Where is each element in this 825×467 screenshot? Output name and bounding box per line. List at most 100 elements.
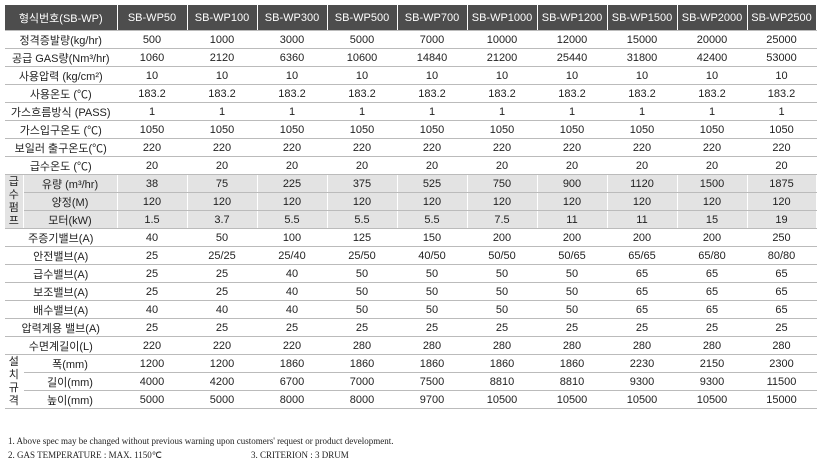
table-row: 양정(M) 120 120 120 120 120 120 120 120 120 120 [5, 192, 817, 211]
table-cell: 250 [747, 228, 817, 247]
table-cell: 220 [117, 336, 188, 355]
table-cell: 3.7 [187, 210, 258, 229]
table-cell: 120 [117, 192, 188, 211]
table-cell: 50 [467, 282, 538, 301]
row-label: 높이(mm) [23, 390, 118, 409]
table-cell: 1120 [607, 174, 678, 193]
table-cell: 25 [117, 264, 188, 283]
table-cell: 20 [327, 156, 398, 175]
table-cell: 20 [607, 156, 678, 175]
table-cell: 1050 [467, 120, 538, 139]
table-cell: 53000 [747, 48, 817, 67]
table-cell: 220 [747, 138, 817, 157]
table-cell: 10 [257, 66, 328, 85]
table-cell: 65/65 [607, 246, 678, 265]
row-label: 주증기밸브(A) [5, 228, 118, 247]
table-row: 높이(mm) 5000 5000 8000 8000 9700 10500 10500 1050… [5, 390, 817, 409]
table-cell: 7.5 [467, 210, 538, 229]
table-cell: 200 [537, 228, 608, 247]
table-cell: 1 [117, 102, 188, 121]
table-cell: 50/65 [537, 246, 608, 265]
table-cell: 50 [467, 264, 538, 283]
table-cell: 12000 [537, 30, 608, 49]
table-cell: 10500 [677, 390, 748, 409]
table-cell: 8000 [257, 390, 328, 409]
table-cell: 150 [397, 228, 468, 247]
row-label: 압력계용 밸브(A) [5, 318, 118, 337]
table-cell: 120 [537, 192, 608, 211]
table-cell: 183.2 [537, 84, 608, 103]
table-cell: 1875 [747, 174, 817, 193]
table-cell: 1 [537, 102, 608, 121]
table-cell: 25 [397, 318, 468, 337]
table-cell: 183.2 [747, 84, 817, 103]
table-cell: 25 [187, 264, 258, 283]
table-cell: 120 [747, 192, 817, 211]
table-cell: 50/50 [467, 246, 538, 265]
row-label: 수면계길이(L) [5, 336, 118, 355]
row-label: 공급 GAS량(Nm³/hr) [5, 48, 118, 67]
table-cell: 15000 [607, 30, 678, 49]
table-cell: 8810 [537, 372, 608, 391]
table-cell: 280 [327, 336, 398, 355]
table-cell: 183.2 [607, 84, 678, 103]
table-cell: 120 [187, 192, 258, 211]
table-cell: 25 [187, 282, 258, 301]
table-cell: 25 [467, 318, 538, 337]
table-cell: 10 [677, 66, 748, 85]
header-model: SB-WP300 [257, 5, 328, 31]
table-cell: 1050 [257, 120, 328, 139]
table-cell: 220 [187, 336, 258, 355]
table-cell: 20000 [677, 30, 748, 49]
table-cell: 6360 [257, 48, 328, 67]
table-cell: 25 [677, 318, 748, 337]
table-cell: 40 [117, 300, 188, 319]
table-cell: 20 [397, 156, 468, 175]
group-label: 설치 규격 [5, 354, 24, 409]
table-cell: 7500 [397, 372, 468, 391]
header-model: SB-WP1200 [537, 5, 608, 31]
table-cell: 1 [747, 102, 817, 121]
table-row: 가스입구온도 (℃) 1050 1050 1050 1050 1050 1050 1050 10… [5, 120, 817, 139]
table-cell: 220 [327, 138, 398, 157]
table-cell: 1200 [117, 354, 188, 373]
spec-table: 형식번호(SB-WP) SB-WP50 SB-WP100 SB-WP300 SB-WP5… [5, 5, 817, 409]
table-cell: 50 [537, 300, 608, 319]
table-cell: 1050 [607, 120, 678, 139]
table-cell: 120 [607, 192, 678, 211]
table-cell: 200 [607, 228, 678, 247]
row-label: 모터(kW) [23, 210, 118, 229]
table-row: 모터(kW) 1.5 3.7 5.5 5.5 5.5 7.5 11 11 15 19 [5, 210, 817, 229]
table-cell: 11 [537, 210, 608, 229]
table-cell: 80/80 [747, 246, 817, 265]
header-model: SB-WP2500 [747, 5, 817, 31]
table-cell: 8810 [467, 372, 538, 391]
table-cell: 5.5 [327, 210, 398, 229]
table-cell: 1050 [327, 120, 398, 139]
footnote-3: 3. CRITERION : 3 DRUM [251, 450, 349, 460]
row-label: 사용온도 (℃) [5, 84, 118, 103]
table-cell: 220 [257, 336, 328, 355]
table-cell: 2150 [677, 354, 748, 373]
table-cell: 183.2 [397, 84, 468, 103]
table-cell: 65 [747, 282, 817, 301]
row-label: 보일러 출구온도(℃) [5, 138, 118, 157]
table-cell: 8000 [327, 390, 398, 409]
table-cell: 9700 [397, 390, 468, 409]
row-label: 안전밸브(A) [5, 246, 118, 265]
table-cell: 50 [397, 300, 468, 319]
row-label: 급수온도 (℃) [5, 156, 118, 175]
table-cell: 220 [187, 138, 258, 157]
table-cell: 200 [677, 228, 748, 247]
table-cell: 9300 [607, 372, 678, 391]
table-cell: 10 [327, 66, 398, 85]
footnotes: 1. Above spec may be changed without pre… [8, 434, 394, 462]
table-row: 길이(mm) 4000 4200 6700 7000 7500 8810 8810 9300 93… [5, 372, 817, 391]
table-cell: 120 [677, 192, 748, 211]
row-label: 가스흐름방식 (PASS) [5, 102, 118, 121]
table-row: 급수온도 (℃) 20 20 20 20 20 20 20 20 20 20 [5, 156, 817, 175]
table-row: 정격증발량(kg/hr) 500 1000 3000 5000 7000 10000 1200… [5, 30, 817, 49]
table-cell: 50 [327, 282, 398, 301]
table-cell: 220 [257, 138, 328, 157]
table-row: 설치 규격 폭(mm) 1200 1200 1860 1860 1860 1860 1860 223… [5, 354, 817, 409]
